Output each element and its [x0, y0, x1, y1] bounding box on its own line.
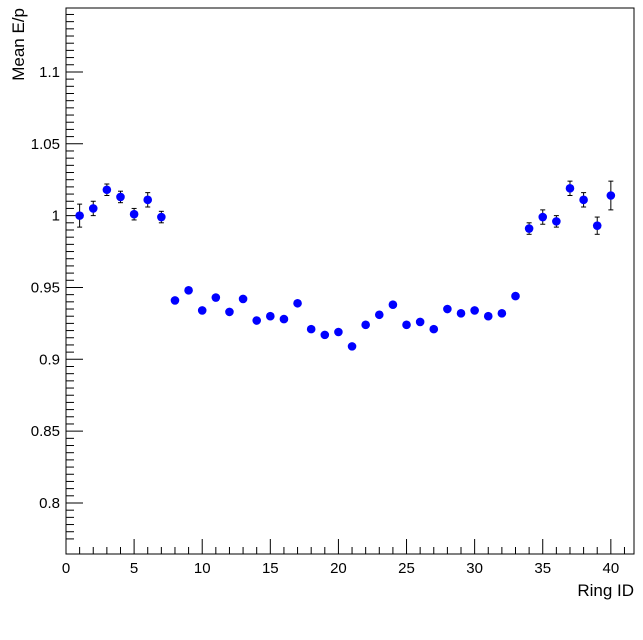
- data-point: [252, 316, 261, 325]
- data-point: [443, 304, 452, 314]
- data-point: [606, 191, 616, 200]
- data-point: [306, 324, 316, 334]
- y-tick-label: 0.95: [31, 279, 60, 296]
- data-point: [129, 209, 139, 219]
- y-tick-label: 0.85: [31, 423, 60, 440]
- data-point: [552, 217, 561, 226]
- error-bars: [77, 180, 614, 235]
- y-tick-label: 1.05: [31, 136, 60, 153]
- data-point: [266, 311, 275, 321]
- data-point: [579, 195, 588, 205]
- data-point: [361, 320, 370, 330]
- data-points: [75, 184, 616, 351]
- data-point: [374, 310, 384, 320]
- data-point: [470, 306, 479, 315]
- data-point: [184, 286, 193, 295]
- data-point: [211, 293, 221, 302]
- data-point: [88, 204, 98, 213]
- y-tick-label: 0.8: [39, 495, 60, 512]
- x-tick-label: 30: [466, 560, 483, 577]
- data-point: [293, 298, 302, 308]
- x-tick-label: 0: [62, 560, 70, 577]
- data-point: [388, 300, 398, 310]
- y-tick-label: 0.9: [39, 351, 60, 368]
- data-point: [116, 192, 125, 202]
- x-axis-title: Ring ID: [577, 581, 634, 600]
- x-tick-label: 5: [130, 560, 138, 577]
- y-tick-label: 1: [52, 208, 60, 225]
- data-point: [238, 294, 248, 304]
- data-point: [170, 296, 180, 305]
- x-tick-label: 25: [398, 560, 415, 577]
- x-axis-ticks: 0 5 10 15 20 25 30 35 40: [62, 539, 625, 577]
- y-axis-title: Mean E/p: [9, 8, 28, 81]
- x-tick-label: 35: [534, 560, 551, 577]
- x-tick-label: 40: [603, 560, 620, 577]
- data-point: [143, 195, 153, 205]
- data-point: [279, 314, 289, 324]
- x-tick-label: 20: [330, 560, 347, 577]
- data-point: [334, 327, 343, 337]
- data-point: [102, 185, 112, 195]
- data-point: [415, 317, 425, 327]
- data-point: [320, 330, 330, 340]
- x-tick-label: 10: [194, 560, 211, 577]
- data-point: [225, 307, 234, 317]
- data-point: [565, 184, 575, 193]
- data-point: [524, 224, 534, 233]
- x-tick-label: 15: [262, 560, 279, 577]
- data-point: [429, 324, 439, 334]
- data-point: [456, 309, 466, 318]
- data-point: [538, 212, 548, 222]
- data-point: [347, 342, 357, 351]
- data-point: [75, 211, 84, 220]
- data-point: [483, 311, 493, 321]
- data-point: [592, 221, 602, 230]
- data-point: [157, 212, 166, 222]
- data-point: [511, 291, 520, 301]
- data-point: [497, 309, 507, 318]
- data-point: [197, 306, 207, 315]
- y-tick-label: 1.1: [39, 64, 60, 81]
- plot-frame: [65, 7, 635, 555]
- y-axis-ticks: 0.8 0.85 0.9 0.95 1 1.05 1.1: [31, 13, 83, 540]
- data-point: [402, 320, 411, 330]
